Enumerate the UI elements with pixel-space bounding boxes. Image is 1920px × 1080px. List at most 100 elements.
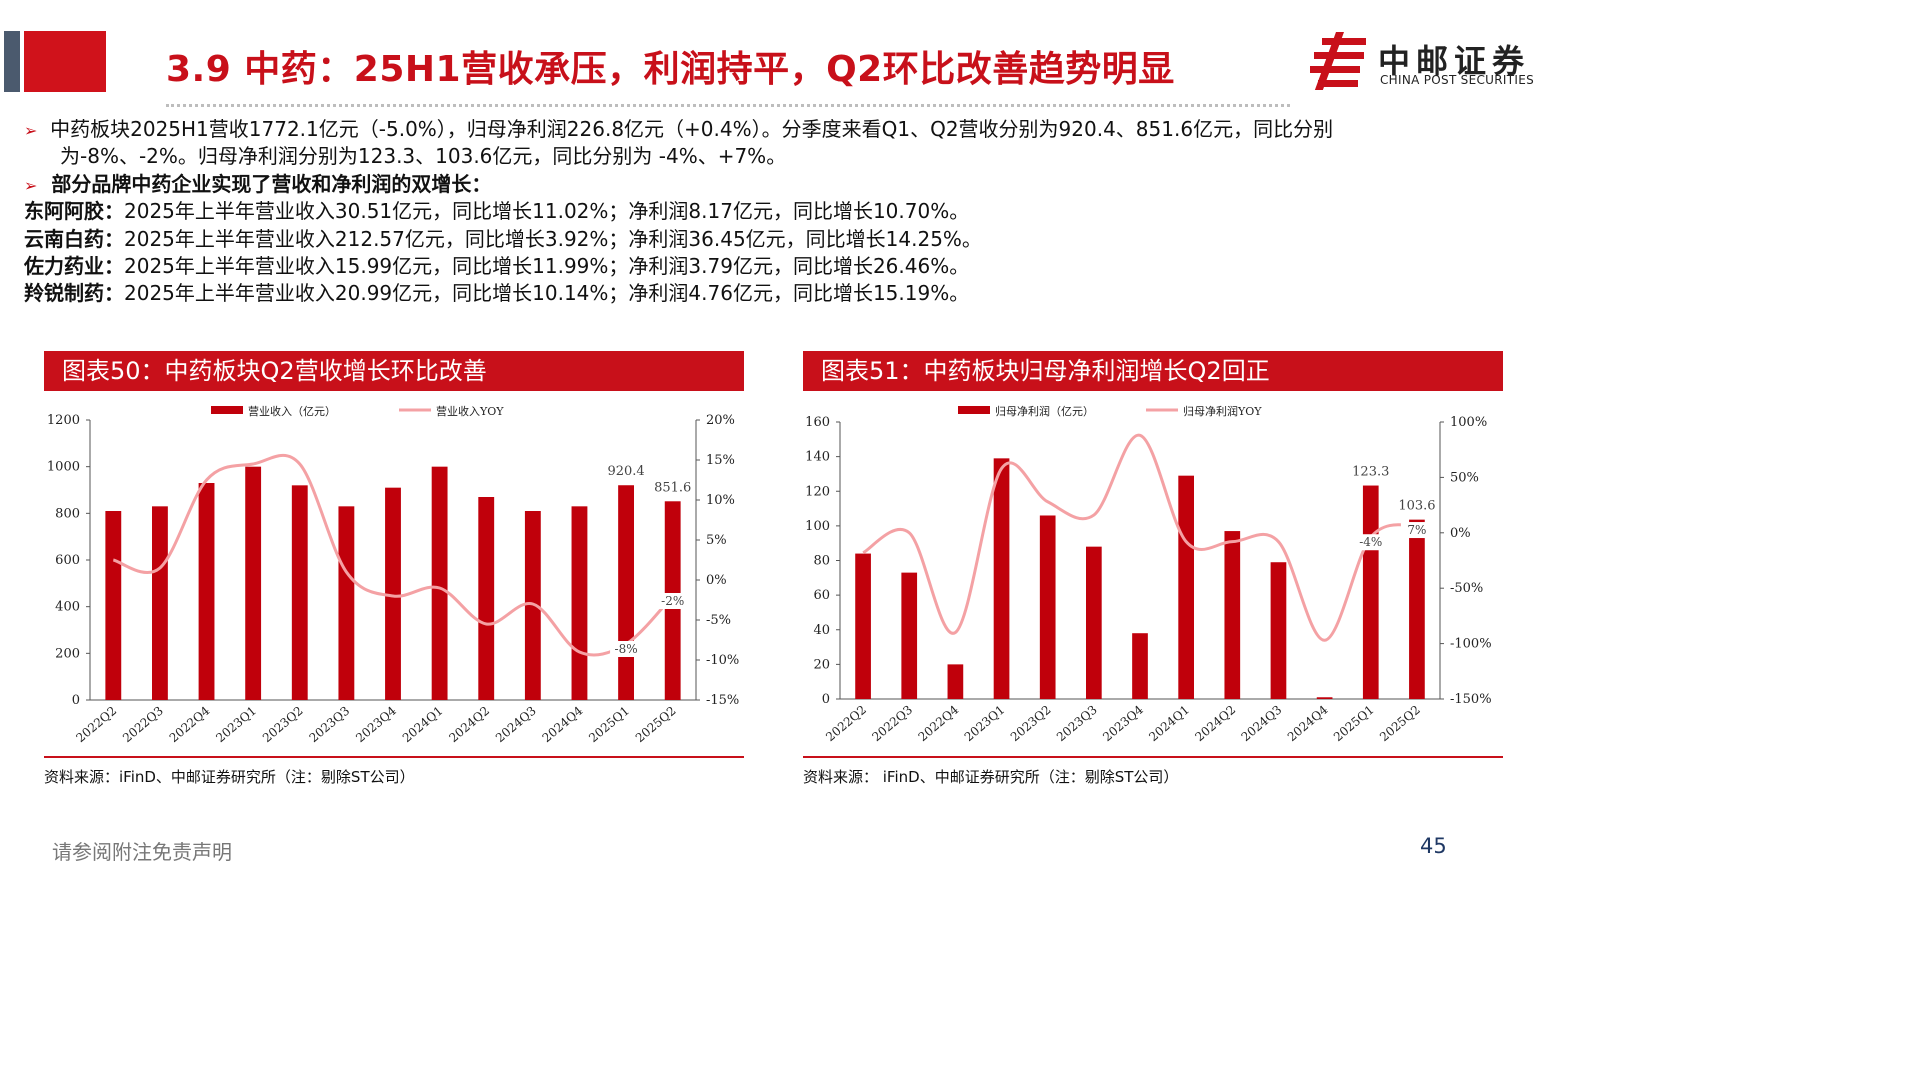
bar <box>478 497 495 700</box>
y-tick-label: 80 <box>813 554 830 569</box>
y-tick-label: 200 <box>55 646 80 661</box>
x-tick-label: 2022Q4 <box>167 703 213 745</box>
revenue-chart: 0 200 400 600 800 1000 1200 -15% -10% -5% 0% 5% 10% 1… <box>47 404 739 746</box>
y-tick-label: 400 <box>55 600 80 615</box>
x-tick-label: 2023Q2 <box>260 704 306 746</box>
x-tick-label: 2025Q2 <box>1377 703 1423 745</box>
x-tick-label: 2023Q2 <box>1008 703 1054 745</box>
logo-text-cn: 中邮证券 <box>1378 42 1531 80</box>
bar <box>385 487 401 700</box>
y2-tick-label: 50% <box>1450 470 1479 485</box>
bar <box>198 483 215 700</box>
y-tick-label: 120 <box>805 484 830 499</box>
company-row: 羚锐制药：2025年上半年营业收入20.99亿元，同比增长10.14%；净利润4… <box>24 280 969 307</box>
company-name: 云南白药： <box>24 227 124 251</box>
net-profit-chart: 0 20 40 60 80 100 120 140 160 -150% -100% -50% 0% 50%… <box>805 404 1492 745</box>
bullet-1-line-1: 中药板块2025H1营收1772.1亿元（-5.0%），归母净利润226.8亿元… <box>50 117 1334 141</box>
bar-data-label: 920.4 <box>607 464 644 479</box>
yoy-label-bg <box>656 593 689 609</box>
company-name: 羚锐制药： <box>24 281 124 305</box>
bar <box>1224 531 1241 699</box>
header-accent-red <box>24 31 106 92</box>
company-name: 东阿阿胶： <box>24 199 124 223</box>
y-tick-label: 1200 <box>47 413 80 428</box>
x-tick-label: 2024Q1 <box>1146 703 1192 745</box>
x-tick-label: 2025Q2 <box>633 704 679 746</box>
bullet-2-text: 部分品牌中药企业实现了营收和净利润的双增长： <box>51 172 492 196</box>
x-tick-label: 2024Q4 <box>1285 702 1331 744</box>
bar <box>105 511 122 700</box>
chart-50-source: 资料来源：iFinD、中邮证券研究所（注：剔除ST公司） <box>44 768 415 786</box>
company-text: 2025年上半年营业收入30.51亿元，同比增长11.02%；净利润8.17亿元… <box>124 199 970 223</box>
y-tick-label: 600 <box>55 553 80 568</box>
chart-51-divider <box>803 756 1503 758</box>
bar <box>1409 519 1425 699</box>
x-tick-label: 2023Q3 <box>307 704 353 746</box>
y-tick-label: 160 <box>805 415 830 430</box>
yoy-label-bg <box>1400 522 1433 539</box>
x-tick-label: 2024Q4 <box>540 703 586 745</box>
y2-tick-label: 100% <box>1450 415 1487 430</box>
bar <box>1316 697 1333 699</box>
chart-51-title: 图表51：中药板块归母净利润增长Q2回正 <box>803 351 1503 391</box>
company-text: 2025年上半年营业收入212.57亿元，同比增长3.92%；净利润36.45亿… <box>124 227 982 251</box>
yoy-data-label: -2% <box>661 594 684 608</box>
y2-tick-label: 5% <box>706 533 727 548</box>
x-tick-label: 2024Q2 <box>446 704 492 746</box>
bar <box>431 466 448 700</box>
yoy-label-bg <box>610 641 643 657</box>
x-tick-label: 2024Q1 <box>400 704 446 746</box>
x-tick-label: 2022Q2 <box>73 704 119 746</box>
bar <box>855 553 871 699</box>
yoy-line <box>862 433 1418 642</box>
x-tick-label: 2023Q1 <box>213 704 259 746</box>
bar <box>1362 485 1379 699</box>
bar <box>1178 475 1194 699</box>
bar <box>245 466 262 700</box>
yoy-line <box>112 453 674 657</box>
y-tick-label: 1000 <box>47 460 80 475</box>
y-tick-label: 40 <box>813 623 830 638</box>
legend-bar-swatch <box>211 406 243 414</box>
bar <box>618 485 635 700</box>
y2-tick-label: -10% <box>706 653 739 668</box>
bar-data-label: 103.6 <box>1398 499 1435 514</box>
bar <box>993 458 1010 699</box>
x-tick-label: 2022Q3 <box>120 704 166 746</box>
x-tick-label: 2024Q3 <box>493 704 539 746</box>
legend-bar-label: 归母净利润（亿元） <box>995 404 1094 418</box>
yoy-data-label: -8% <box>615 642 638 656</box>
chart-50-divider <box>44 756 744 758</box>
y2-tick-label: 10% <box>706 493 735 508</box>
x-tick-label: 2023Q1 <box>962 703 1008 745</box>
bullet-arrow-icon: ➢ <box>24 121 38 140</box>
bar <box>151 506 168 700</box>
bullet-1-line-2: 为-8%、-2%。归母净利润分别为123.3、103.6亿元，同比分别为 -4%… <box>60 144 787 168</box>
yoy-label-bg <box>1354 534 1387 551</box>
x-tick-label: 2023Q4 <box>353 703 399 745</box>
company-logo-icon <box>1310 32 1366 90</box>
logo-text-en: CHINA POST SECURITIES <box>1380 73 1534 87</box>
title-divider <box>166 104 1290 107</box>
bar <box>571 506 588 700</box>
y-tick-label: 60 <box>813 588 830 603</box>
company-row: 东阿阿胶：2025年上半年营业收入30.51亿元，同比增长11.02%；净利润8… <box>24 198 969 225</box>
y2-tick-label: 0% <box>1450 526 1471 541</box>
x-tick-label: 2024Q2 <box>1192 703 1238 745</box>
y-tick-label: 20 <box>813 657 830 672</box>
legend-line-label: 归母净利润YOY <box>1183 404 1262 418</box>
y2-tick-label: -5% <box>706 613 731 628</box>
bar <box>947 664 964 699</box>
y-tick-label: 0 <box>72 693 80 708</box>
bar <box>1039 515 1056 699</box>
bar <box>1132 633 1148 699</box>
bar <box>1270 562 1287 699</box>
page-title: 3.9 中药：25H1营收承压，利润持平，Q2环比改善趋势明显 <box>166 49 1175 90</box>
x-tick-label: 2022Q2 <box>823 703 869 745</box>
disclaimer-footer: 请参阅附注免责声明 <box>52 840 232 864</box>
y2-tick-label: -100% <box>1450 637 1492 652</box>
y-tick-label: 800 <box>55 506 80 521</box>
company-text: 2025年上半年营业收入15.99亿元，同比增长11.99%；净利润3.79亿元… <box>124 254 970 278</box>
bullet-arrow-icon: ➢ <box>24 176 38 195</box>
bar <box>901 572 918 699</box>
